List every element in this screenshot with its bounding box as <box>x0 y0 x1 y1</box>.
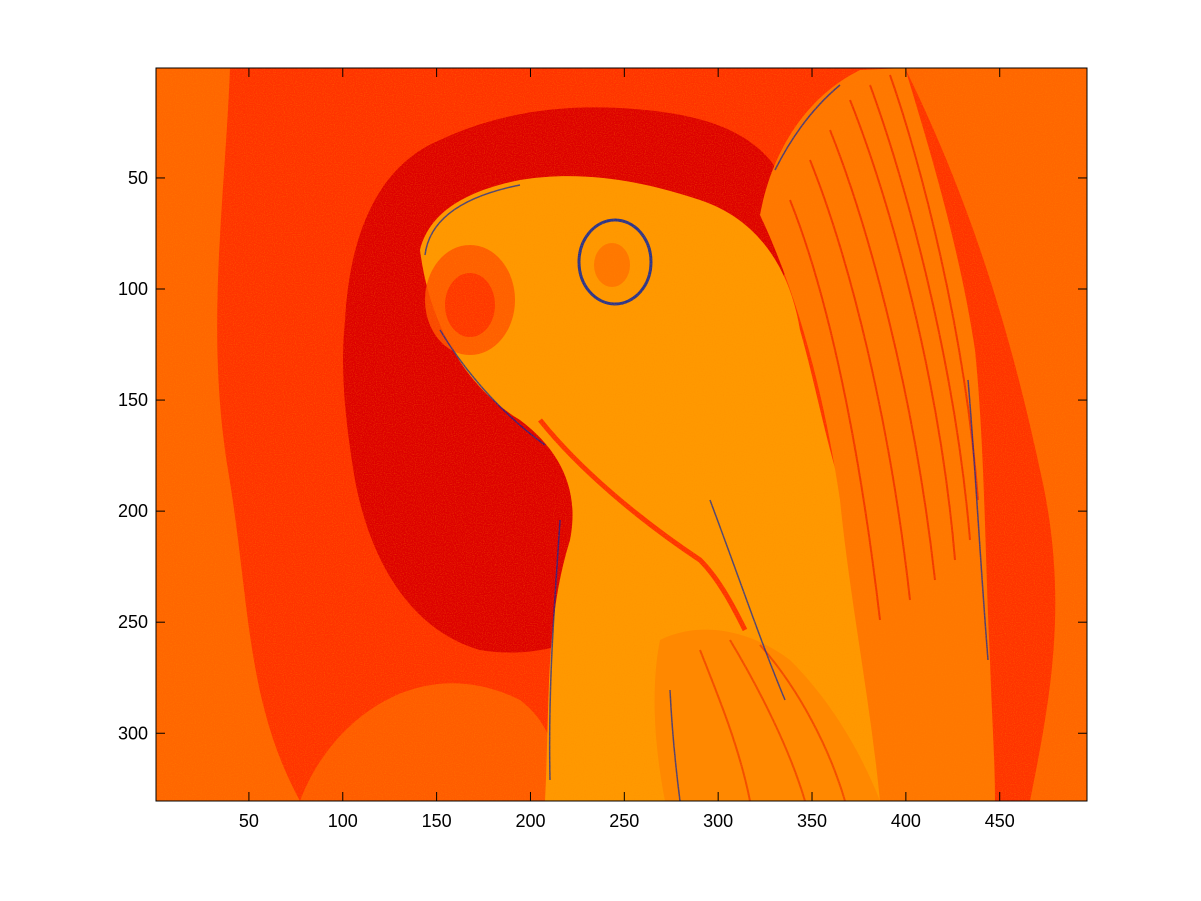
x-tick-label: 250 <box>609 811 639 831</box>
y-tick-label: 50 <box>128 168 148 188</box>
x-tick-label: 100 <box>328 811 358 831</box>
y-tick-label: 100 <box>118 279 148 299</box>
y-tick-label: 300 <box>118 723 148 743</box>
y-tick-label: 200 <box>118 501 148 521</box>
x-tick-label: 300 <box>703 811 733 831</box>
x-tick-label: 150 <box>422 811 452 831</box>
axes-frame <box>155 67 1088 802</box>
x-tick-label: 200 <box>515 811 545 831</box>
x-axis: 50 100 150 200 250 300 350 400 450 <box>239 68 1015 831</box>
y-axis: 50 100 150 200 250 300 <box>118 168 1087 743</box>
image-plot-area <box>156 68 1087 801</box>
y-tick-label: 250 <box>118 612 148 632</box>
x-tick-label: 450 <box>985 811 1015 831</box>
x-tick-label: 400 <box>891 811 921 831</box>
y-tick-label: 150 <box>118 390 148 410</box>
x-tick-label: 350 <box>797 811 827 831</box>
image-texture <box>156 68 1087 801</box>
x-tick-label: 50 <box>239 811 259 831</box>
